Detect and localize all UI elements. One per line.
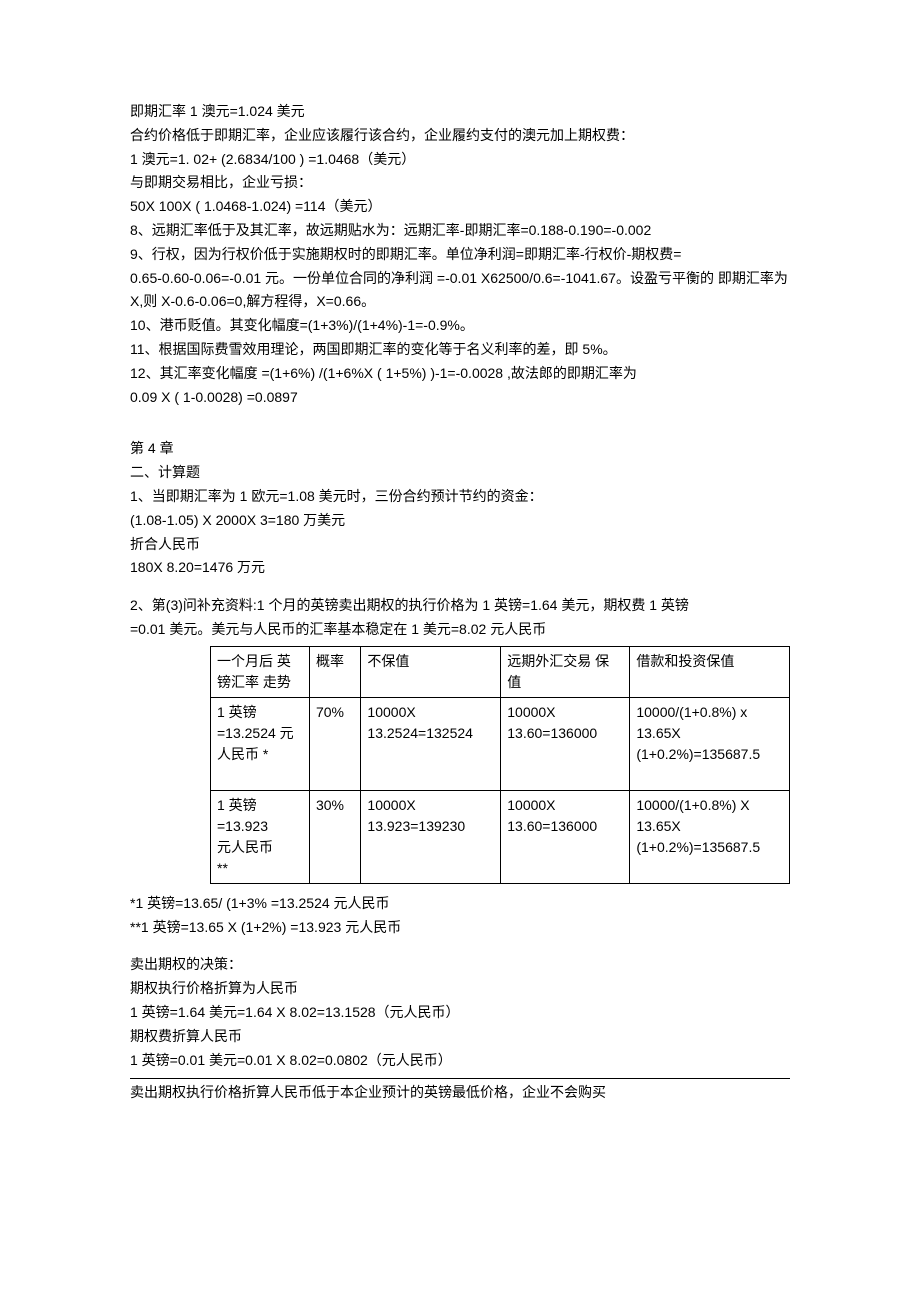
table-row: 1 英镑 =13.923 元人民币 ** 30% 10000X 13.923=1… <box>211 790 790 883</box>
table-cell: 10000X 13.2524=132524 <box>361 697 501 790</box>
cell-text: 1 英镑 <box>217 797 257 813</box>
table-cell: 70% <box>309 697 360 790</box>
text-line: 10、港币贬值。其变化幅度=(1+3%)/(1+4%)-1=-0.9%。 <box>130 314 790 338</box>
cell-text: 1 英镑 <box>217 704 257 720</box>
cell-text: 10000X <box>507 797 555 813</box>
table-header-cell: 一个月后 英 镑汇率 走势 <box>211 646 310 697</box>
cell-text: 元人民币 <box>217 839 273 855</box>
text-line: 1 英镑=0.01 美元=0.01 X 8.02=0.0802（元人民币） <box>130 1049 790 1073</box>
chapter-title: 第 4 章 <box>130 437 790 461</box>
cell-text: 10000/(1+0.8%) X <box>636 797 749 813</box>
cell-text: 远期外汇交易 保 <box>507 653 609 669</box>
hedging-table: 一个月后 英 镑汇率 走势 概率 不保值 远期外汇交易 保 值 借款和投资保值 … <box>210 646 790 884</box>
cell-text: 10000X <box>507 704 555 720</box>
cell-text: =13.2524 元 <box>217 725 294 741</box>
cell-text: ** <box>217 860 228 876</box>
cell-text: (1+0.2%)=135687.5 <box>636 746 760 762</box>
section-heading: 二、计算题 <box>130 461 790 485</box>
divider <box>130 1078 790 1079</box>
text-line: 1 英镑=1.64 美元=1.64 X 8.02=13.1528（元人民币） <box>130 1001 790 1025</box>
text-line: =0.01 美元。美元与人民币的汇率基本稳定在 1 美元=8.02 元人民币 <box>130 618 790 642</box>
text-line: 折合人民币 <box>130 533 790 557</box>
table-header-cell: 远期外汇交易 保 值 <box>501 646 630 697</box>
cell-text: 人民币 * <box>217 746 268 762</box>
table-cell: 30% <box>309 790 360 883</box>
table-cell: 1 英镑 =13.2524 元 人民币 * <box>211 697 310 790</box>
table-header-row: 一个月后 英 镑汇率 走势 概率 不保值 远期外汇交易 保 值 借款和投资保值 <box>211 646 790 697</box>
text-line: 0.09 X ( 1-0.0028) =0.0897 <box>130 386 790 410</box>
cell-text: 13.65X <box>636 818 680 834</box>
text-line: 即期汇率 1 澳元=1.024 美元 <box>130 100 790 124</box>
cell-text: (1+0.2%)=135687.5 <box>636 839 760 855</box>
cell-text: =13.923 <box>217 818 268 834</box>
text-line: 与即期交易相比，企业亏损： <box>130 171 790 195</box>
text-line: 期权执行价格折算为人民币 <box>130 977 790 1001</box>
text-line: 50X 100X ( 1.0468-1.024) =114（美元） <box>130 195 790 219</box>
text-line: 0.65-0.60-0.06=-0.01 元。一份单位合同的净利润 =-0.01… <box>130 267 790 315</box>
text-line: 180X 8.20=1476 万元 <box>130 556 790 580</box>
table-cell: 1 英镑 =13.923 元人民币 ** <box>211 790 310 883</box>
cell-text: 13.60=136000 <box>507 725 597 741</box>
cell-text: 13.2524=132524 <box>367 725 473 741</box>
text-line: 1、当即期汇率为 1 欧元=1.08 美元时，三份合约预计节约的资金： <box>130 485 790 509</box>
text-line: (1.08-1.05) X 2000X 3=180 万美元 <box>130 509 790 533</box>
text-line: 卖出期权执行价格折算人民币低于本企业预计的英镑最低价格，企业不会购买 <box>130 1081 790 1105</box>
text-line: 卖出期权的决策： <box>130 953 790 977</box>
cell-text: 10000X <box>367 797 415 813</box>
cell-text: 一个月后 英 <box>217 653 291 669</box>
cell-text: 13.65X <box>636 725 680 741</box>
cell-text: 值 <box>507 674 521 690</box>
footnote: *1 英镑=13.65/ (1+3% =13.2524 元人民币 <box>130 892 790 916</box>
table-cell: 10000X 13.60=136000 <box>501 790 630 883</box>
cell-text: 13.60=136000 <box>507 818 597 834</box>
table-cell: 10000/(1+0.8%) X 13.65X (1+0.2%)=135687.… <box>630 790 790 883</box>
table-cell: 10000/(1+0.8%) x 13.65X (1+0.2%)=135687.… <box>630 697 790 790</box>
cell-text: 13.923=139230 <box>367 818 465 834</box>
table-row: 1 英镑 =13.2524 元 人民币 * 70% 10000X 13.2524… <box>211 697 790 790</box>
cell-text: 镑汇率 走势 <box>217 674 291 690</box>
text-line: 8、远期汇率低于及其汇率，故远期贴水为：远期汇率-即期汇率=0.188-0.19… <box>130 219 790 243</box>
table-header-cell: 不保值 <box>361 646 501 697</box>
cell-text: 10000X <box>367 704 415 720</box>
text-line: 2、第(3)问补充资料:1 个月的英镑卖出期权的执行价格为 1 英镑=1.64 … <box>130 594 790 618</box>
table-header-cell: 借款和投资保值 <box>630 646 790 697</box>
text-line: 合约价格低于即期汇率，企业应该履行该合约，企业履约支付的澳元加上期权费： <box>130 124 790 148</box>
table-cell: 10000X 13.60=136000 <box>501 697 630 790</box>
text-line: 11、根据国际费雪效用理论，两国即期汇率的变化等于名义利率的差，即 5%。 <box>130 338 790 362</box>
table-cell: 10000X 13.923=139230 <box>361 790 501 883</box>
text-line: 9、行权，因为行权价低于实施期权时的即期汇率。单位净利润=即期汇率-行权价-期权… <box>130 243 790 267</box>
text-line: 1 澳元=1. 02+ (2.6834/100 ) =1.0468（美元） <box>130 148 790 172</box>
text-line: 期权费折算人民币 <box>130 1025 790 1049</box>
footnote: **1 英镑=13.65 X (1+2%) =13.923 元人民币 <box>130 916 790 940</box>
table-header-cell: 概率 <box>309 646 360 697</box>
text-line: 12、其汇率变化幅度 =(1+6%) /(1+6%X ( 1+5%) )-1=-… <box>130 362 790 386</box>
cell-text: 10000/(1+0.8%) x <box>636 704 747 720</box>
